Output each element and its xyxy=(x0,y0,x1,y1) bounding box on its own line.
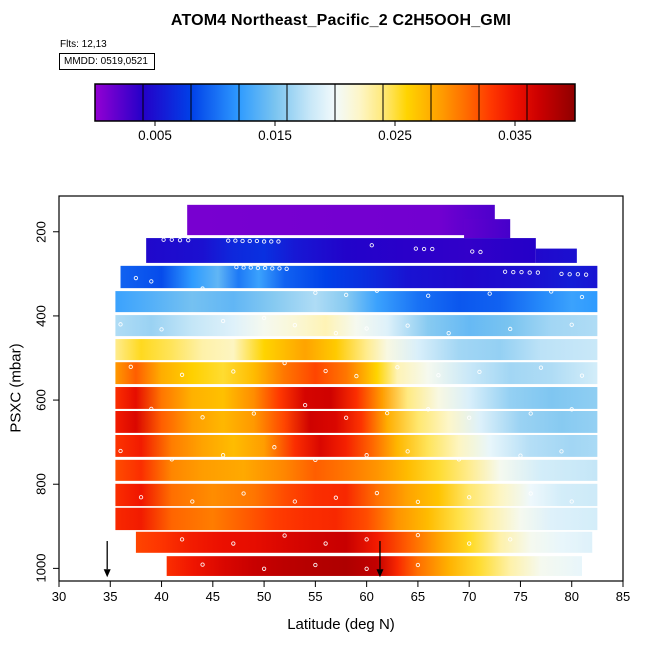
x-tick-label: 75 xyxy=(513,589,528,604)
chart-title: ATOM4 Northeast_Pacific_2 C2H5OOH_GMI xyxy=(170,12,512,29)
x-tick-label: 70 xyxy=(461,589,477,604)
x-tick-label: 55 xyxy=(308,589,323,604)
colorbar-tick-label: 0.025 xyxy=(378,128,412,143)
y-tick-label: 1000 xyxy=(33,553,49,583)
y-tick-label: 800 xyxy=(33,473,49,496)
x-tick-label: 65 xyxy=(410,589,426,604)
colorbar-tick-label: 0.035 xyxy=(498,128,532,143)
y-tick-label: 600 xyxy=(33,389,49,411)
x-tick-label: 40 xyxy=(154,589,169,604)
colorbar-tick-label: 0.015 xyxy=(258,128,292,143)
x-tick-label: 80 xyxy=(564,589,579,604)
y-tick-label: 400 xyxy=(33,305,49,327)
x-tick-label: 35 xyxy=(103,589,118,604)
mmdd-annotation-box: MMDD: 0519,0521 xyxy=(59,53,155,70)
x-tick-label: 50 xyxy=(256,589,272,604)
y-tick-label: 200 xyxy=(33,220,49,243)
x-tick-label: 45 xyxy=(205,589,221,604)
y-axis-title: PSXC (mbar) xyxy=(7,343,25,433)
x-tick-label: 85 xyxy=(615,589,631,604)
colorbar-tick-label: 0.005 xyxy=(138,128,172,143)
flights-annotation: Flts: 12,13 xyxy=(60,39,107,50)
x-tick-label: 60 xyxy=(359,589,374,604)
x-axis-title: Latitude (deg N) xyxy=(287,616,395,633)
mmdd-annotation: MMDD: 0519,0521 xyxy=(64,56,148,67)
x-tick-label: 30 xyxy=(51,589,67,604)
